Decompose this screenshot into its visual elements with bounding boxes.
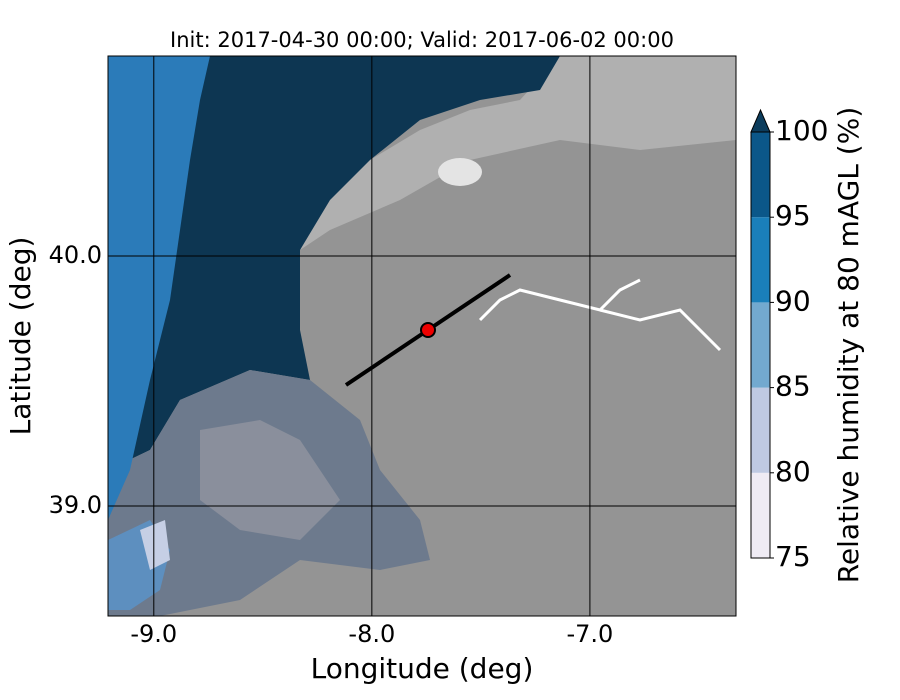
x-tick-label: -9.0 xyxy=(130,620,177,648)
colorbar-label: Relative humidity at 80 mAGL (%) xyxy=(832,107,865,584)
colorbar-frame xyxy=(750,131,771,559)
map-field xyxy=(108,56,736,616)
y-axis-label: Latitude (deg) xyxy=(4,237,37,436)
x-tick-label: -7.0 xyxy=(566,620,613,648)
pale-patch xyxy=(140,520,170,570)
colorbar-extend xyxy=(750,108,771,133)
y-tick-label: 40.0 xyxy=(49,241,102,269)
colorbar-segment xyxy=(751,387,770,473)
grid xyxy=(108,56,736,616)
river xyxy=(599,308,722,352)
colorbar-tick-label: 100 xyxy=(775,114,828,147)
x-axis-label: Longitude (deg) xyxy=(311,652,534,685)
plot-frame xyxy=(107,55,737,617)
chart-title: Init: 2017-04-30 00:00; Valid: 2017-06-0… xyxy=(170,28,674,52)
colorbar-tick-label: 90 xyxy=(775,284,811,317)
river xyxy=(478,278,641,322)
coastal-strip xyxy=(108,56,210,520)
colorbar-tick-label: 85 xyxy=(775,370,811,403)
gray-patch xyxy=(200,420,340,540)
colorbar-segment xyxy=(751,132,770,218)
y-tick-label: 39.0 xyxy=(49,491,102,519)
light-terrain xyxy=(300,56,736,250)
colorbar-segment xyxy=(751,472,770,558)
humid-region xyxy=(108,56,560,470)
colorbar-tick-label: 80 xyxy=(775,455,811,488)
colorbar-tick-label: 95 xyxy=(775,199,811,232)
site-marker xyxy=(420,322,436,338)
colorbar-segment xyxy=(751,217,770,303)
x-tick-label: -8.0 xyxy=(348,620,395,648)
colorbar-tick-label: 75 xyxy=(775,540,811,573)
light-spot xyxy=(438,158,482,186)
colorbar-segment xyxy=(751,302,770,388)
